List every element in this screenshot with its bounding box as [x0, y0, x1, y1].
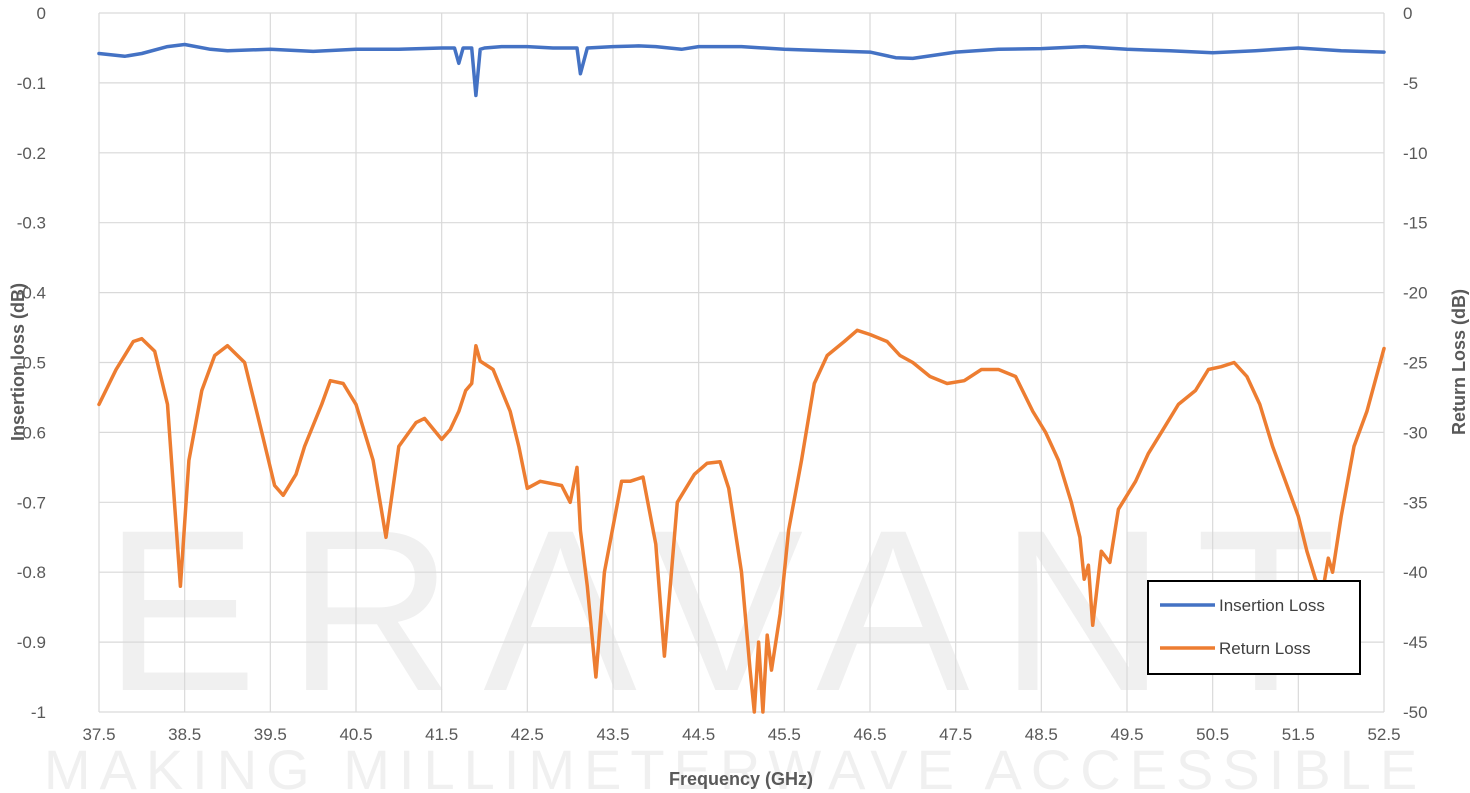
watermark: ERAVANT MAKING MILLIMETERWAVE ACCESSIBLE — [44, 482, 1426, 793]
y-right-tick-label: -25 — [1403, 354, 1428, 373]
x-tick-label: 37.5 — [82, 725, 115, 744]
series-line-return-loss — [97, 328, 1386, 714]
x-tick-label: 47.5 — [939, 725, 972, 744]
x-tick-label: 46.5 — [853, 725, 886, 744]
y-left-tick-label: -0.4 — [17, 284, 46, 303]
x-tick-label: 40.5 — [339, 725, 372, 744]
x-tick-label: 38.5 — [168, 725, 201, 744]
y-left-tick-label: -0.8 — [17, 563, 46, 582]
x-tick-label: 50.5 — [1196, 725, 1229, 744]
x-tick-label: 39.5 — [254, 725, 287, 744]
y-left-tick-label: -0.9 — [17, 633, 46, 652]
y-right-tick-label: -35 — [1403, 493, 1428, 512]
x-axis-title: Frequency (GHz) — [669, 769, 813, 789]
x-tick-label: 51.5 — [1282, 725, 1315, 744]
legend: Insertion Loss Return Loss — [1147, 580, 1361, 675]
y-right-tick-label: -40 — [1403, 563, 1428, 582]
y-left-tick-label: 0 — [37, 4, 46, 23]
y-right-tick-labels: 0 -5 -10 -15 -20 -25 -30 -35 -40 -45 -50 — [1403, 4, 1428, 722]
x-tick-label: 45.5 — [768, 725, 801, 744]
series-line-insertion-loss — [97, 42, 1386, 98]
y-right-tick-label: -20 — [1403, 284, 1428, 303]
watermark-tagline: MAKING MILLIMETERWAVE ACCESSIBLE — [44, 738, 1426, 793]
y-left-tick-label: -0.7 — [17, 493, 46, 512]
y-right-tick-label: 0 — [1403, 4, 1412, 23]
y-right-tick-label: -15 — [1403, 214, 1428, 233]
y-left-tick-label: -0.1 — [17, 74, 46, 93]
x-tick-label: 41.5 — [425, 725, 458, 744]
y-left-tick-label: -0.6 — [17, 423, 46, 442]
y-right-tick-label: -5 — [1403, 74, 1418, 93]
y-right-tick-label: -50 — [1403, 703, 1428, 722]
legend-label-insertion-loss: Insertion Loss — [1219, 596, 1325, 615]
y-left-tick-labels: 0 -0.1 -0.2 -0.3 -0.4 -0.5 -0.6 -0.7 -0.8 -0.9 -1 — [17, 4, 46, 722]
y-right-tick-label: -10 — [1403, 144, 1428, 163]
y-left-tick-label: -1 — [31, 703, 46, 722]
x-tick-label: 48.5 — [1025, 725, 1058, 744]
legend-label-return-loss: Return Loss — [1219, 639, 1311, 658]
watermark-logo: ERAVANT — [104, 482, 1366, 739]
y-left-tick-label: -0.2 — [17, 144, 46, 163]
x-tick-label: 44.5 — [682, 725, 715, 744]
series-layer — [97, 42, 1386, 714]
legend-box — [1147, 580, 1361, 675]
y-right-tick-label: -30 — [1403, 423, 1428, 442]
x-tick-label: 52.5 — [1367, 725, 1400, 744]
y-left-tick-label: -0.5 — [17, 354, 46, 373]
x-tick-label: 42.5 — [511, 725, 544, 744]
y-left-axis-title: Insertion loss (dB) — [8, 283, 28, 441]
y-left-tick-label: -0.3 — [17, 214, 46, 233]
x-tick-label: 43.5 — [596, 725, 629, 744]
y-right-tick-label: -45 — [1403, 633, 1428, 652]
y-right-axis-title: Return Loss (dB) — [1449, 289, 1469, 435]
x-tick-labels: 37.5 38.5 39.5 40.5 41.5 42.5 43.5 44.5 45.5 46.5… — [82, 725, 1400, 744]
x-tick-label: 49.5 — [1110, 725, 1143, 744]
